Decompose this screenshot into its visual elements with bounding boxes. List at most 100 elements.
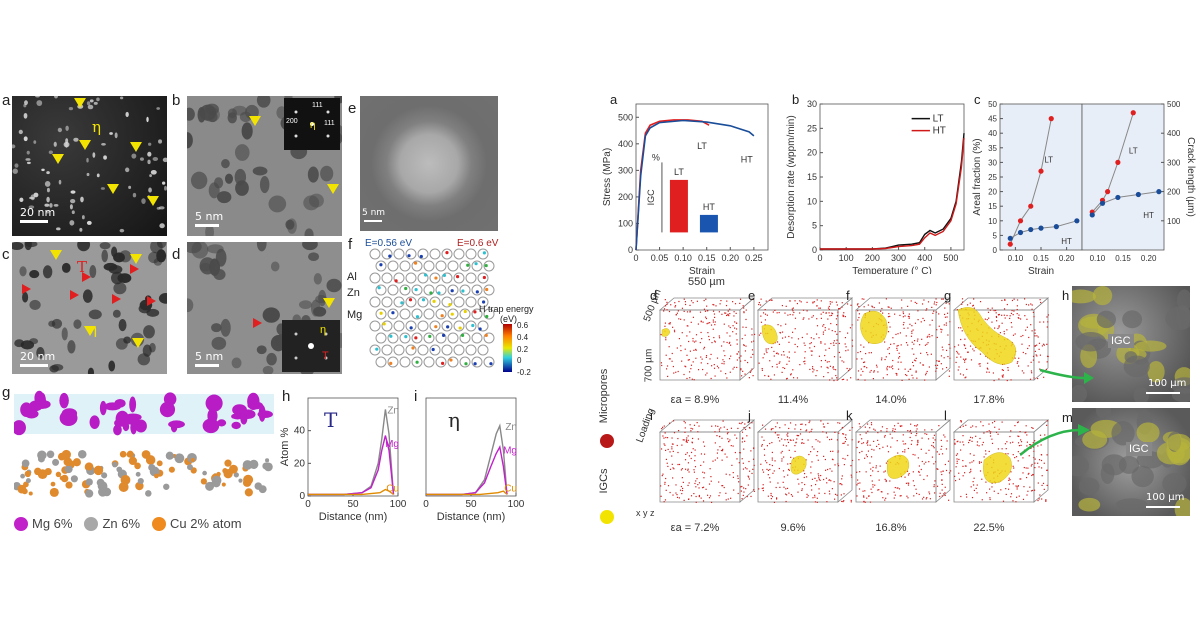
micropore — [1027, 365, 1029, 367]
micropore — [1007, 488, 1010, 490]
mg-swatch — [14, 516, 28, 531]
micropore — [1023, 298, 1026, 300]
micropore — [857, 482, 859, 484]
micropore — [669, 491, 671, 494]
micropore — [758, 303, 760, 306]
micropore — [936, 301, 938, 304]
micropore — [758, 301, 760, 304]
micropore — [947, 460, 950, 462]
micropore — [711, 425, 713, 427]
micropore — [765, 300, 767, 302]
micropore — [818, 477, 820, 479]
data-point-HT — [1028, 226, 1034, 233]
micropore — [1047, 314, 1049, 316]
micropore — [735, 312, 737, 314]
micropore — [689, 304, 691, 307]
micropore — [832, 367, 834, 369]
micropore — [995, 316, 998, 319]
micropore — [833, 368, 835, 371]
igc-region — [661, 328, 671, 337]
micropore — [1043, 321, 1045, 323]
micropore — [773, 501, 776, 503]
micropore — [822, 423, 824, 425]
micropore — [850, 499, 852, 502]
micropore — [669, 323, 671, 325]
micropore — [884, 478, 886, 480]
micropore — [703, 445, 706, 447]
micropore — [791, 308, 793, 310]
micropore — [972, 348, 974, 350]
micropore — [1005, 453, 1007, 455]
micropore — [916, 377, 918, 379]
micropore — [870, 352, 872, 354]
x-tick-label: 0.25 — [745, 253, 763, 263]
micropore — [900, 361, 902, 363]
micropore — [1017, 485, 1019, 487]
x-tick-label: 100 — [508, 499, 525, 510]
micropore — [816, 480, 818, 482]
micropore — [794, 450, 796, 453]
micropore — [1006, 441, 1008, 443]
micropore — [881, 307, 883, 310]
micropore — [875, 445, 878, 448]
micropore — [1039, 434, 1042, 436]
micropore — [845, 346, 847, 348]
micropore — [732, 325, 734, 327]
micropore — [739, 452, 741, 454]
micropore — [864, 490, 866, 492]
micropore — [865, 432, 867, 434]
micropore — [788, 492, 790, 494]
micropore — [1046, 343, 1048, 345]
micropore — [914, 454, 916, 456]
micropore — [913, 343, 915, 345]
micropore — [946, 316, 948, 318]
micropore — [841, 360, 843, 362]
micropore — [884, 499, 886, 501]
micropore — [965, 465, 967, 467]
micropore — [788, 469, 790, 471]
micropore — [1004, 443, 1007, 445]
micropore — [941, 445, 943, 448]
micropore — [678, 463, 681, 466]
micropore — [790, 456, 792, 458]
micropore — [910, 335, 913, 337]
micropore — [771, 464, 773, 467]
micropore — [908, 317, 910, 319]
micropore — [783, 456, 785, 458]
micropore — [896, 347, 898, 349]
micropore — [926, 352, 928, 354]
micropore — [997, 492, 999, 495]
micropore — [1036, 355, 1038, 357]
micropore — [1022, 457, 1024, 459]
micropore — [773, 350, 775, 353]
micropore — [690, 364, 693, 366]
micropore — [760, 463, 762, 465]
micropore — [785, 323, 787, 325]
micropore — [776, 366, 778, 368]
micropore — [851, 427, 853, 429]
micropore — [673, 468, 675, 470]
micropore — [776, 422, 778, 424]
micropore — [677, 463, 679, 466]
micropore — [991, 438, 993, 440]
micropore — [911, 341, 913, 343]
micropore — [1034, 335, 1036, 337]
micropore — [888, 313, 890, 315]
data-point-LT — [1038, 168, 1044, 174]
micropore — [730, 355, 732, 357]
micropore — [668, 310, 671, 313]
micropore — [815, 333, 818, 335]
micropore — [803, 476, 805, 479]
micropore — [700, 362, 702, 364]
y-tick-label: 100 — [1167, 217, 1181, 226]
micropore — [737, 427, 739, 430]
micropore — [806, 496, 808, 498]
micropore — [811, 316, 813, 318]
micropore — [801, 423, 803, 425]
micropore — [943, 493, 945, 495]
micropore — [784, 439, 786, 441]
micropore — [1014, 333, 1016, 335]
micropore — [717, 367, 720, 369]
micropore — [998, 314, 1000, 316]
micropore — [770, 492, 772, 495]
